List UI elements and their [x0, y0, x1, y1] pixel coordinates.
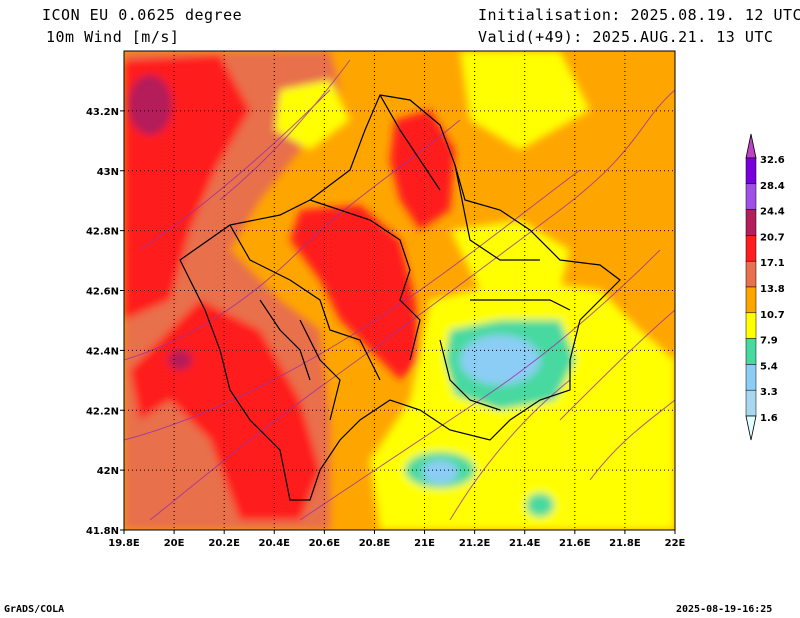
lon-tick-label: 21.2E — [459, 538, 491, 549]
wind-zone-east-calm — [460, 335, 540, 385]
lat-tick-label: 42.2N — [86, 406, 119, 417]
colorbar-max-arrow — [745, 133, 757, 159]
lat-tick-label: 42.4N — [86, 346, 119, 357]
colorbar-segment — [745, 183, 757, 210]
lon-tick-label: 22E — [665, 538, 686, 549]
wind-zone-north-moderate — [275, 80, 350, 150]
axis-tick-labels: 19.8E 20E 20.2E 20.4E 20.6E 20.8E 21E 21.2E 21.4… — [86, 107, 686, 549]
variable-title: 10m Wind [m/s] — [46, 28, 180, 46]
colorbar-label: 3.3 — [760, 387, 778, 398]
footer-timestamp: 2025-08-19-16:25 — [676, 604, 773, 615]
colorbar: 1.6 3.3 5.4 7.9 10.7 13.8 17.1 20.7 24.4 28.4 32.6 — [745, 133, 785, 441]
wind-zone-south-weak — [526, 493, 554, 517]
lon-tick-label: 20E — [164, 538, 185, 549]
colorbar-label: 10.7 — [760, 310, 785, 321]
wind-zone-center-strong — [290, 205, 420, 380]
colorbar-segment — [745, 209, 757, 236]
colorbar-label: 17.1 — [760, 258, 785, 269]
model-title: ICON EU 0.0625 degree — [42, 6, 243, 24]
valid-time-text: Valid(+49): 2025.AUG.21. 13 UTC — [478, 28, 774, 46]
lon-tick-label: 21.6E — [559, 538, 591, 549]
colorbar-label: 28.4 — [760, 181, 785, 192]
colorbar-label: 32.6 — [760, 155, 785, 166]
wind-streamlines — [124, 59, 675, 521]
lon-tick-label: 19.8E — [108, 538, 140, 549]
colorbar-segment — [745, 157, 757, 185]
lat-tick-label: 43N — [97, 167, 119, 178]
colorbar-segment — [745, 389, 757, 417]
wind-zone-northwest-max — [128, 75, 172, 135]
colorbar-label: 7.9 — [760, 336, 778, 347]
colorbar-label: 20.7 — [760, 232, 785, 243]
footer-software: GrADS/COLA — [4, 604, 65, 615]
lat-tick-label: 42N — [97, 466, 119, 477]
lon-tick-label: 21.4E — [509, 538, 541, 549]
wind-field — [124, 51, 675, 530]
colorbar-segment — [745, 364, 757, 391]
lon-tick-label: 20.2E — [208, 538, 240, 549]
colorbar-label: 13.8 — [760, 284, 785, 295]
lat-tick-label: 42.8N — [86, 227, 119, 238]
lon-tick-label: 20.6E — [309, 538, 341, 549]
lon-tick-label: 20.4E — [259, 538, 291, 549]
colorbar-segment — [745, 338, 757, 365]
wind-zone-center-moderate — [450, 220, 570, 290]
country-borders — [179, 94, 621, 501]
colorbar-min-arrow — [745, 415, 757, 441]
lon-tick-label: 20.8E — [359, 538, 391, 549]
wind-zone-northeast-moderate — [460, 51, 590, 150]
colorbar-segment — [745, 260, 757, 288]
lon-tick-label: 21E — [414, 538, 435, 549]
colorbar-label: 24.4 — [760, 207, 785, 218]
lat-tick-label: 41.8N — [86, 526, 119, 537]
lat-tick-label: 42.6N — [86, 287, 119, 298]
colorbar-segment — [745, 286, 757, 314]
colorbar-segment — [745, 235, 757, 262]
wind-zone-southeast-calm — [422, 460, 458, 484]
colorbar-label: 1.6 — [760, 413, 778, 424]
lat-tick-label: 43.2N — [86, 107, 119, 118]
lon-tick-label: 21.8E — [609, 538, 641, 549]
initialisation-text: Initialisation: 2025.08.19. 12 UTC — [478, 6, 800, 24]
colorbar-segment — [745, 312, 757, 339]
colorbar-label: 5.4 — [760, 361, 778, 372]
wind-zone-west-max — [168, 350, 192, 370]
